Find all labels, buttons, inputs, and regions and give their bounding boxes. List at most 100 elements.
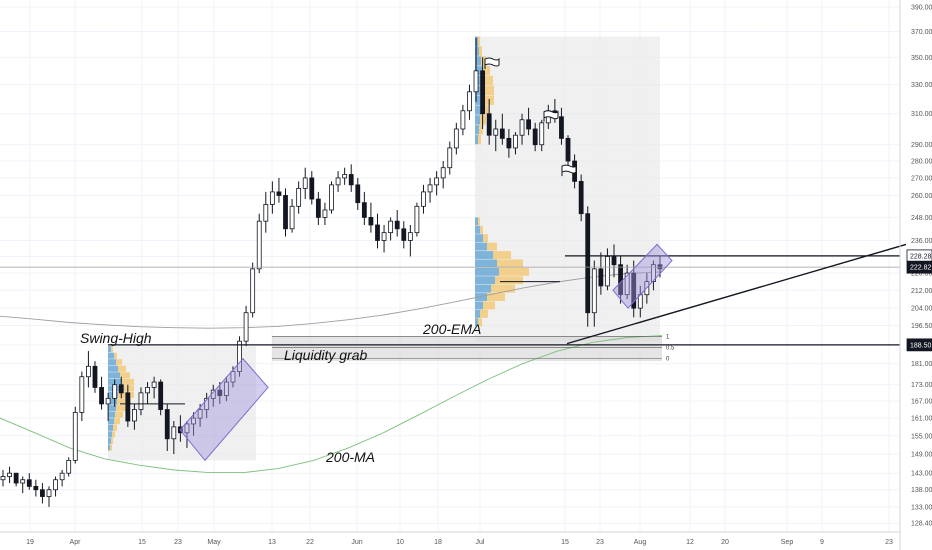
candle-body (342, 174, 348, 179)
y-tick-label: 270.00 (911, 175, 932, 182)
y-tick-label: 181.00 (911, 361, 932, 368)
profile-july-bottom-bar (475, 284, 491, 293)
profile-april-bar (113, 424, 117, 431)
candle-body (565, 137, 571, 162)
profile-april-bar (122, 378, 134, 385)
bull-channel-aug (612, 243, 673, 309)
candle-body (624, 272, 630, 296)
profile-july-bottom-bar (499, 267, 529, 276)
x-tick-label: 18 (434, 539, 442, 546)
profile-july-bottom-bar (478, 318, 482, 327)
flag-icon (484, 57, 500, 67)
profile-july-top-bar (478, 134, 481, 145)
candle-body (315, 198, 321, 218)
profile-july-top-bar (483, 66, 490, 76)
candle-body (191, 417, 196, 425)
candle-body (394, 220, 400, 230)
liquidity-zone (272, 336, 662, 362)
profile-july-top-bar (475, 134, 478, 145)
candle-body (578, 180, 584, 215)
candle-body (237, 340, 242, 372)
candle-body (112, 384, 118, 399)
candle-body (453, 128, 459, 149)
candle-body (388, 220, 394, 234)
x-tick-label: 23 (174, 539, 182, 546)
candle-body (480, 70, 486, 115)
candle-body (401, 228, 407, 241)
profile-july-bottom-bar (475, 234, 483, 243)
candle-body (335, 177, 341, 186)
candle-body (13, 472, 19, 484)
profile-april-bar (108, 352, 114, 359)
candle-body (217, 389, 223, 396)
candle-body (223, 381, 229, 396)
candle-body (611, 256, 617, 266)
range-box-april (108, 346, 256, 461)
y-tick-label: 138.00 (911, 487, 932, 494)
profile-april-bar (108, 437, 111, 444)
profile-july-bottom-bar (478, 217, 480, 226)
candle-body (368, 217, 374, 226)
x-tick-label: Sep (781, 539, 794, 546)
candle-body (256, 220, 262, 270)
profile-july-bottom-bar (475, 242, 487, 251)
x-tick-label: Apr (70, 539, 82, 546)
y-tick-label: 310.00 (911, 111, 932, 118)
profile-april-bar (111, 437, 113, 444)
candle-body (131, 409, 137, 422)
candle-body (86, 365, 91, 378)
profile-july-bottom-bar (475, 301, 483, 310)
price-tag-label: 222.82 (910, 265, 932, 272)
candle-body (559, 116, 564, 139)
candle-body (138, 392, 144, 410)
profile-april-bar (108, 431, 112, 438)
profile-april-bar (108, 398, 117, 405)
profile-july-bottom-bar (475, 293, 487, 302)
annotations: Swing-High Liquidity grab 200-EMA 200-MA (80, 321, 481, 465)
indicator-lines (0, 271, 663, 474)
profile-july-bottom-bar (475, 251, 493, 259)
candle-body (598, 268, 604, 287)
ma-label: 200-MA (325, 449, 375, 465)
profile-july-top-bar (484, 85, 494, 96)
profile-april-bar (116, 405, 126, 412)
y-tick-label: 173.00 (911, 382, 932, 389)
x-tick-label: Jul (476, 539, 485, 546)
profile-april-bar (114, 352, 117, 359)
y-tick-label: 161.00 (911, 416, 932, 423)
candle-body (164, 409, 170, 440)
y-tick-label: 330.00 (911, 82, 932, 89)
candle-body (20, 479, 26, 484)
ma-200-line (0, 335, 663, 474)
y-tick-label: 236.00 (911, 238, 932, 245)
candle-body (66, 459, 72, 474)
profile-april-bar (108, 444, 110, 451)
y-axis: 128.40 133.00 138.00 143.00 149.00 155.00 161.… (899, 0, 932, 550)
profile-july-bottom-bar (495, 276, 523, 285)
profile-july-bottom-bar (475, 267, 499, 276)
y-tick-label: 133.00 (911, 504, 932, 511)
candle-body (158, 381, 164, 410)
y-tick-label: 212.00 (911, 288, 932, 295)
profile-july-bottom-bar (480, 225, 483, 234)
candle-body (79, 376, 85, 413)
profile-july-top-bar (475, 56, 481, 66)
profile-april-bar (108, 359, 116, 366)
profile-july-top-bar (482, 95, 494, 105)
ema-label: 200-EMA (422, 321, 481, 337)
x-tick-label: 12 (686, 539, 694, 546)
profile-july-top-bar (475, 115, 480, 125)
candle-body (72, 411, 78, 461)
y-tick-label: 196.50 (911, 323, 932, 330)
candle-body (519, 119, 525, 136)
candle-body (414, 205, 420, 234)
candles (0, 37, 663, 507)
candle-body (105, 397, 111, 405)
candle-body (230, 371, 236, 383)
x-axis: 19 Apr 15 23 May 13 22 Jun 10 18 Jul 15 23 Aug 12 20 Sep… (0, 531, 900, 546)
x-tick-label: 15 (561, 539, 569, 546)
candle-body (499, 128, 505, 139)
profile-july-top-bar (485, 75, 493, 86)
price-tag-label: 228.28 (910, 253, 932, 260)
